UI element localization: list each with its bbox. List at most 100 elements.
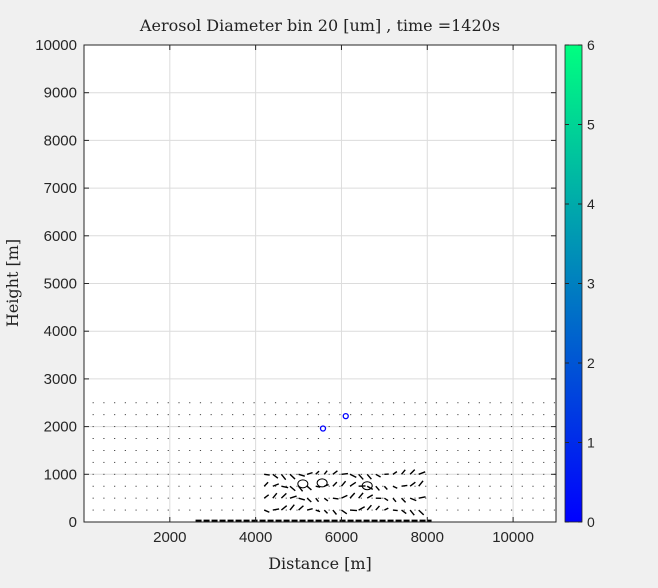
vector-arrow <box>401 484 408 487</box>
vector-arrow <box>298 497 306 501</box>
vector-arrow <box>306 471 313 475</box>
vector-arrow <box>409 481 416 487</box>
vector-arrow <box>323 509 329 514</box>
vector-arrow <box>409 469 416 475</box>
y-tick-label: 5000 <box>44 276 77 293</box>
y-tick-label: 3000 <box>44 371 77 388</box>
vector-arrow <box>263 494 270 499</box>
x-tick-label: 6000 <box>325 529 358 546</box>
vector-arrow <box>272 483 280 487</box>
y-tick-label: 7000 <box>44 180 77 197</box>
vector-arrow <box>349 481 357 487</box>
vector-arrow <box>280 505 288 511</box>
data-point <box>319 425 327 432</box>
vector-arrow <box>323 470 328 475</box>
vector-arrow <box>263 481 269 487</box>
vector-arrow <box>306 485 312 491</box>
vector-arrow <box>263 509 270 513</box>
vector-arrow <box>401 497 407 503</box>
vector-arrow <box>401 509 407 515</box>
vector-arrow <box>409 497 417 502</box>
y-axis: 0 1000 2000 3000 4000 5000 6000 7000 8000 9000 100… <box>35 37 556 531</box>
vector-arrow <box>281 485 289 489</box>
vector-arrow <box>332 509 338 515</box>
vector-arrow <box>264 473 270 476</box>
data-point <box>342 412 349 420</box>
colorbar-tick-label: 4 <box>587 196 595 212</box>
circulation-contours <box>297 478 373 491</box>
aerosol-points <box>319 412 349 432</box>
vector-arrow <box>375 485 380 491</box>
chart-title: Aerosol Diameter bin 20 [um] , time =142… <box>139 16 500 35</box>
vector-arrow <box>298 505 304 511</box>
y-tick-label: 9000 <box>44 85 77 102</box>
vector-arrow <box>392 497 397 503</box>
vector-arrow <box>375 473 381 478</box>
vector-arrow <box>383 497 389 502</box>
vector-arrow <box>358 506 366 511</box>
vector-arrow <box>289 495 297 499</box>
vector-arrow <box>306 508 313 511</box>
vector-arrow <box>289 485 296 492</box>
vector-arrow <box>306 497 312 503</box>
vector-arrow <box>341 509 348 515</box>
vector-arrow <box>298 473 305 477</box>
x-tick-label: 8000 <box>411 529 444 546</box>
vector-arrow <box>272 473 279 479</box>
vector-arrow <box>289 473 296 480</box>
vector-arrow <box>358 473 364 480</box>
vector-arrow <box>418 471 426 475</box>
vector-arrow <box>315 470 320 475</box>
contour-ring <box>361 481 373 491</box>
x-axis: 2000 4000 6000 8000 10000 <box>153 45 534 546</box>
vector-arrow <box>366 485 374 491</box>
y-tick-label: 8000 <box>44 132 77 149</box>
vector-arrow <box>332 470 338 475</box>
x-tick-label: 2000 <box>153 529 186 546</box>
vector-arrow <box>366 504 372 511</box>
vector-arrow <box>349 473 357 479</box>
vector-arrow <box>392 485 398 489</box>
y-tick-label: 1000 <box>44 466 77 483</box>
vector-arrow <box>289 504 295 511</box>
y-tick-label: 2000 <box>44 419 77 436</box>
colorbar-tick-label: 2 <box>587 355 595 371</box>
x-tick-label: 4000 <box>239 529 272 546</box>
vector-arrow <box>409 509 415 516</box>
vector-arrow <box>392 509 398 512</box>
vector-arrow <box>315 509 321 513</box>
colorbar-ticks: 0 1 2 3 4 5 6 <box>565 37 595 530</box>
colorbar-tick-label: 0 <box>587 514 595 530</box>
vector-arrow <box>383 485 388 490</box>
y-tick-label: 4000 <box>44 323 77 340</box>
vector-arrow <box>280 473 287 481</box>
vector-arrow <box>272 492 278 499</box>
vector-arrow <box>341 494 348 499</box>
vector-arrow <box>366 494 374 499</box>
y-tick-label: 0 <box>69 514 77 531</box>
vector-arrow <box>315 485 321 488</box>
vector-arrow <box>418 496 426 499</box>
colorbar-tick-label: 3 <box>587 276 595 292</box>
colorbar-tick-label: 5 <box>587 117 595 133</box>
x-tick-label: 10000 <box>492 529 534 546</box>
vector-arrow <box>349 492 356 499</box>
vector-arrow <box>332 481 338 487</box>
vector-arrow <box>358 492 364 499</box>
vector-arrow <box>418 480 424 487</box>
vector-arrow <box>280 492 287 499</box>
vector-field <box>92 402 556 522</box>
colorbar-tick-label: 6 <box>587 37 595 53</box>
vector-arrow <box>341 472 349 475</box>
colorbar-tick-label: 1 <box>587 435 595 451</box>
vector-arrow <box>340 480 347 487</box>
vector-arrow <box>400 469 406 475</box>
vector-arrow <box>392 471 398 475</box>
grid-lines <box>84 44 556 523</box>
vector-arrow <box>418 509 425 516</box>
vector-arrow <box>375 505 380 511</box>
vector-arrow <box>272 508 280 511</box>
y-tick-label: 10000 <box>35 37 77 54</box>
contour-ring <box>297 479 309 489</box>
